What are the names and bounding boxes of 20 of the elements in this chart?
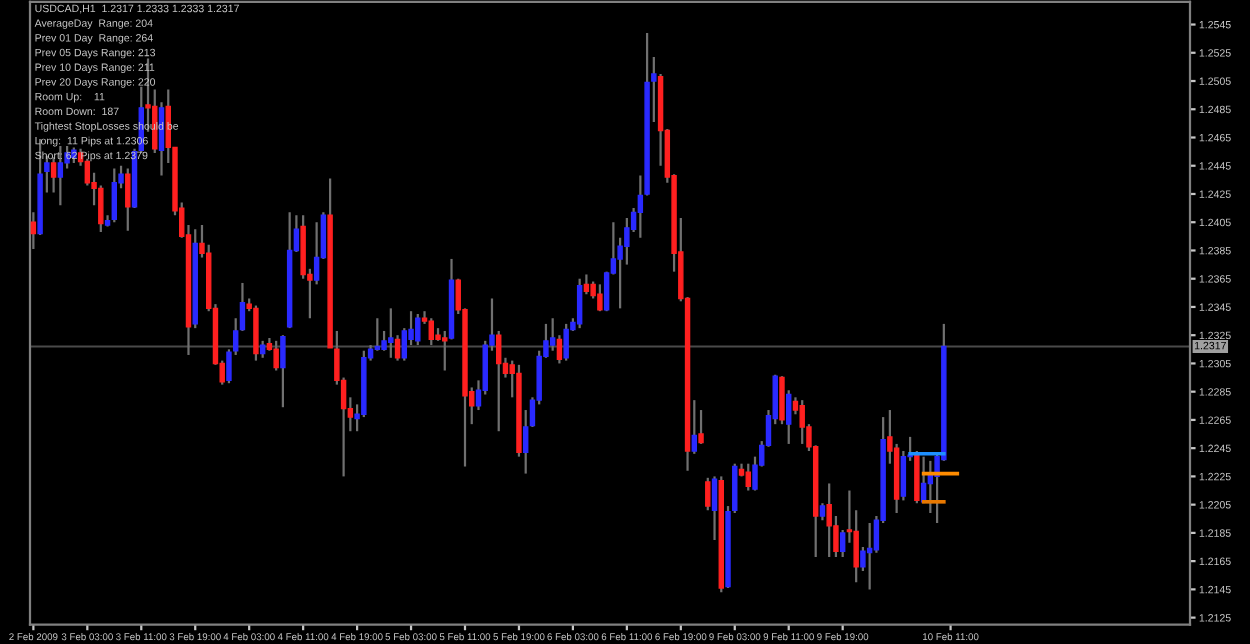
candlestick xyxy=(415,312,421,347)
candlestick xyxy=(705,476,711,512)
candlestick xyxy=(273,339,279,372)
candlestick xyxy=(280,334,286,409)
candlestick xyxy=(253,304,259,362)
candlestick xyxy=(125,167,131,232)
candlestick xyxy=(442,329,448,372)
candlestick xyxy=(691,399,698,455)
candlestick xyxy=(597,283,603,313)
candlestick xyxy=(563,322,569,362)
candlestick xyxy=(428,317,434,347)
candlestick xyxy=(799,399,805,446)
candlestick xyxy=(111,167,118,224)
candlestick xyxy=(30,211,37,251)
candlestick xyxy=(745,462,751,492)
candlestick xyxy=(826,482,832,559)
candlestick xyxy=(50,156,57,194)
candlestick xyxy=(388,307,394,359)
candlestick xyxy=(698,408,704,446)
candlestick xyxy=(576,277,583,330)
